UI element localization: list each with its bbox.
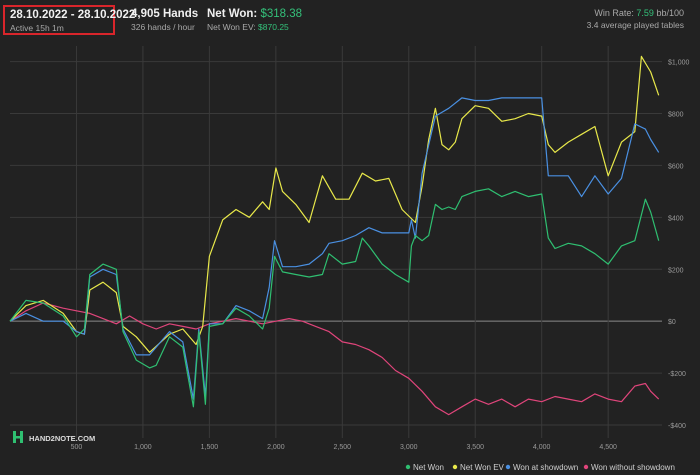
legend-swatch [452,464,458,470]
series-line-0 [9,188,660,408]
x-tick-label: 2,500 [334,444,352,451]
ev-label: Net Won EV: [207,22,256,32]
y-tick-label: $0 [668,319,676,326]
x-tick-label: 3,500 [466,444,484,451]
win-rate-label: Win Rate: [594,8,634,18]
x-tick-label: 2,000 [267,444,285,451]
y-tick-label: -$200 [668,371,686,378]
legend-entry[interactable]: Won at showdown [513,463,578,472]
x-tick-label: 500 [71,444,83,451]
y-tick-label: $1,000 [668,60,690,67]
x-tick-label: 1,000 [134,444,152,451]
y-tick-label: $800 [668,111,684,118]
date-range: 28.10.2022 - 28.10.2022 [10,9,136,21]
hands-per-hour: 326 hands / hour [131,22,195,32]
y-tick-label: -$400 [668,423,686,430]
x-tick-label: 3,000 [400,444,418,451]
x-tick-label: 4,500 [599,444,617,451]
legend-entry[interactable]: Net Won [413,463,444,472]
chart-legend: Net Won Net Won EV Won at showdown Won with… [405,463,675,472]
ev-value: $870.25 [258,22,289,32]
y-tick-label: $400 [668,215,684,222]
x-tick-label: 4,000 [533,444,551,451]
net-won-label: Net Won: [207,8,258,20]
hands-count: 4,905 Hands [131,8,199,20]
average-tables: 3.4 average played tables [586,20,684,30]
legend-swatch [405,464,411,470]
y-tick-label: $600 [668,163,684,170]
y-tick-label: $200 [668,267,684,274]
series-line-3 [9,302,660,416]
legend-entry[interactable]: Net Won EV [460,463,505,472]
win-rate-value: 7.59 [636,8,654,18]
date-range-box[interactable]: 28.10.2022 - 28.10.2022 Active 15h 1m [3,5,136,35]
series-line-2 [9,97,660,400]
hands-stat: 4,905 Hands 326 hands / hour [131,8,198,32]
legend-entry[interactable]: Won without showdown [591,463,675,472]
net-won-value: $318.38 [260,8,303,20]
win-rate-unit: bb/100 [656,8,684,18]
hand2note-logo: HAND2NOTE.COM [13,431,95,443]
series-line-1 [9,55,660,353]
legend-swatch [583,464,589,470]
win-rate-stat: Win Rate: 7.59 bb/100 3.4 average played… [587,8,684,30]
x-tick-label: 1,500 [201,444,219,451]
stats-header: 28.10.2022 - 28.10.2022 Active 15h 1m 4,… [0,0,700,46]
profit-graph: $1,000 $800 $600 $400 $200 $0 -$200 -$400 500 1,0… [9,46,690,472]
logo-text: HAND2NOTE.COM [29,434,95,443]
legend-swatch [505,464,511,470]
net-won-stat: Net Won: $318.38 Net Won EV: $870.25 [207,8,302,32]
active-duration: Active 15h 1m [10,23,64,33]
